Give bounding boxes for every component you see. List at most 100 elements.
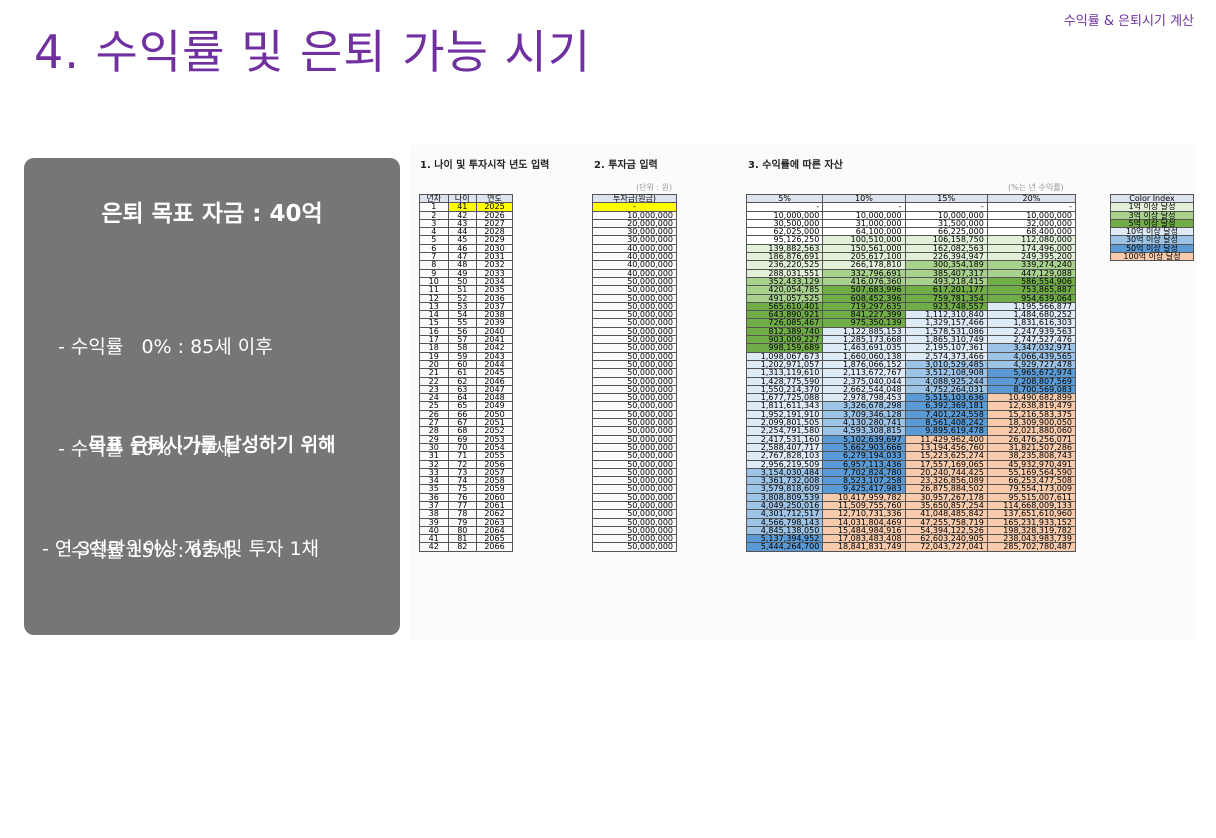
table-row: 1,098,067,673 1,660,060,138 2,574,373,466 4… — [745, 351, 1077, 361]
table-row: 62,025,000 64,100,000 66,225,000 68,400,000 — [745, 227, 1077, 237]
rate-line: - 수익률 20% : 59세 — [58, 642, 232, 664]
asset-cell: 26,875,884,502 — [904, 484, 988, 494]
table-row: 15 55 2039 — [419, 318, 513, 328]
asset-cell: 300,354,189 — [904, 260, 988, 270]
year-cell: 2052 — [476, 426, 513, 436]
table-row: 3,808,809,539 10,417,959,782 30,957,267,17… — [745, 492, 1077, 503]
table-row: 21 61 2045 — [419, 368, 513, 378]
age-cell: 55 — [447, 318, 478, 328]
age-cell: 41 — [447, 202, 478, 212]
age-cell: 68 — [447, 426, 478, 436]
table-row: 1 41 2025 — [419, 202, 513, 212]
age-cell: 48 — [447, 260, 478, 270]
table-row: 95,126,250 100,510,000 106,158,750 112,080,… — [745, 235, 1077, 245]
asset-cell: - — [822, 202, 906, 212]
asset-cell: 22,021,880,060 — [986, 426, 1077, 436]
principal-cell: 50,000,000 — [592, 484, 677, 494]
year-cell: 2032 — [476, 260, 513, 270]
table-row: 186,876,691 205,617,100 226,394,947 249,395… — [745, 252, 1077, 262]
age-year-table: 년차 나이 연도 1 41 2025 2 42 2026 3 43 2027 4 44 2028 5 45… — [419, 193, 513, 552]
asset-cell: 4,593,308,815 — [822, 426, 906, 436]
year-cell: 2039 — [476, 318, 513, 328]
year-cell: 2035 — [476, 285, 513, 295]
year-cell: 2066 — [476, 542, 513, 552]
spreadsheet-image: 1. 나이 및 투자시작 년도 입력 2. 투자금 입력 3. 수익률에 따른 … — [410, 145, 1196, 640]
principal-cell: 50,000,000 — [592, 285, 677, 295]
table-row: 1,202,971,057 1,876,066,152 3,010,529,485 4… — [745, 359, 1077, 370]
asset-cell: 1,313,119,610 — [745, 368, 824, 378]
principal-cell: - — [592, 202, 677, 212]
table-row: 42 82 2066 — [419, 542, 513, 552]
table-row: 236,220,525 266,178,810 300,354,189 339,274… — [745, 260, 1077, 270]
table-row: 1,811,611,343 3,326,678,298 6,392,369,181 1… — [745, 401, 1077, 411]
asset-cell: 4,301,712,517 — [745, 509, 824, 519]
table-row: 50,000,000 — [592, 484, 677, 494]
table-row: ---- — [745, 202, 1077, 212]
table-row: 10,000,000 10,000,000 10,000,000 10,000,000 — [745, 210, 1077, 220]
plan-line: - 수익률 15% 이상 달성 — [42, 640, 238, 662]
page-title: 4. 수익률 및 은퇴 가능 시기 — [34, 25, 592, 79]
asset-cell: 507,683,996 — [822, 285, 906, 295]
asset-cell: - — [986, 202, 1077, 212]
section-label: 수익률 & 은퇴시기 계산 — [1063, 14, 1194, 29]
table-row: 50,000,000 — [592, 318, 677, 328]
color-index-legend: Color Index 1억 이상 달성 3억 이상 달성 5억 이상 달성 10억 … — [1110, 193, 1194, 262]
col-header-5pct: 5% — [745, 193, 824, 204]
table-row: 8 48 2032 — [419, 260, 513, 270]
rate-line: - 수익률 15% : 62세 — [58, 540, 232, 562]
plan-list: - 연 3천만원이상 저축 및 투자 1채 - 수익률 15% 이상 달성 (잃… — [42, 464, 319, 838]
asset-cell: 266,178,810 — [822, 260, 906, 270]
table-row: 38 78 2062 — [419, 509, 513, 519]
principal-cell: 40,000,000 — [592, 260, 677, 270]
table-row: 726,085,467 975,350,139 1,329,157,466 1,831… — [745, 318, 1077, 328]
asset-cell: 998,159,689 — [745, 343, 824, 353]
legend-item: 100억 이상 달성 — [1110, 252, 1194, 262]
asset-cell: 1,329,157,466 — [904, 318, 988, 328]
principal-cell: 50,000,000 — [592, 401, 677, 411]
age-cell: 61 — [447, 368, 478, 378]
table-row: 50,000,000 — [592, 542, 677, 552]
asset-cell: 3,579,818,609 — [745, 484, 824, 494]
table-row: 2,767,828,103 6,279,194,033 15,223,625,274… — [745, 451, 1077, 461]
table-row: 2,254,791,580 4,593,308,815 9,895,619,478 2… — [745, 426, 1077, 436]
asset-cell: 15,223,625,274 — [904, 451, 988, 461]
table-row: 50,000,000 — [592, 451, 677, 461]
principal-cell: 50,000,000 — [592, 368, 677, 378]
year-no-cell: 11 — [419, 285, 449, 295]
year-no-cell: 28 — [419, 426, 449, 436]
table-row: 22 62 2046 — [419, 376, 513, 386]
table-row: 50,000,000 — [592, 426, 677, 436]
year-no-cell: 38 — [419, 509, 449, 519]
table-row: 5,444,264,700 18,841,831,749 72,043,727,04… — [745, 542, 1077, 552]
principal-cell: 50,000,000 — [592, 318, 677, 328]
year-no-cell: 35 — [419, 484, 449, 494]
asset-cell: 5,965,672,974 — [986, 368, 1077, 378]
asset-cell: 3,512,108,908 — [904, 368, 988, 378]
year-no-cell: 1 — [419, 202, 449, 212]
asset-cell: 137,651,610,960 — [986, 509, 1077, 519]
principal-cell: 50,000,000 — [592, 451, 677, 461]
table-row: 23 63 2047 — [419, 384, 513, 395]
asset-cell: 1,463,691,035 — [822, 343, 906, 353]
asset-cell: 2,767,828,103 — [745, 451, 824, 461]
table-row: 4,301,712,517 12,710,731,336 41,048,485,84… — [745, 509, 1077, 519]
age-cell: 51 — [447, 285, 478, 295]
asset-cell: 5,444,264,700 — [745, 542, 824, 552]
asset-cell: 9,425,417,983 — [822, 484, 906, 494]
asset-cell: 79,554,173,009 — [986, 484, 1077, 494]
asset-cell: 6,279,194,033 — [822, 451, 906, 461]
table-row: 28 68 2052 — [419, 426, 513, 436]
asset-cell: 753,865,887 — [986, 285, 1077, 295]
asset-cell: 12,710,731,336 — [822, 509, 906, 519]
table-row: 39 79 2063 — [419, 517, 513, 527]
asset-cell: 1,811,611,343 — [745, 401, 824, 411]
table-row: 3,361,732,008 8,523,107,258 23,326,856,089… — [745, 476, 1077, 486]
year-no-cell: 21 — [419, 368, 449, 378]
table-row: 2,417,531,160 5,102,639,697 11,429,962,400… — [745, 434, 1077, 444]
asset-cell: 3,326,678,298 — [822, 401, 906, 411]
principal-cell: 50,000,000 — [592, 509, 677, 519]
asset-cell: 1,831,616,303 — [986, 318, 1077, 328]
col-header-20pct: 20% — [986, 193, 1077, 204]
legend-row: 1억 이상 달성 — [1110, 202, 1194, 212]
asset-cell: 339,274,240 — [986, 260, 1077, 270]
